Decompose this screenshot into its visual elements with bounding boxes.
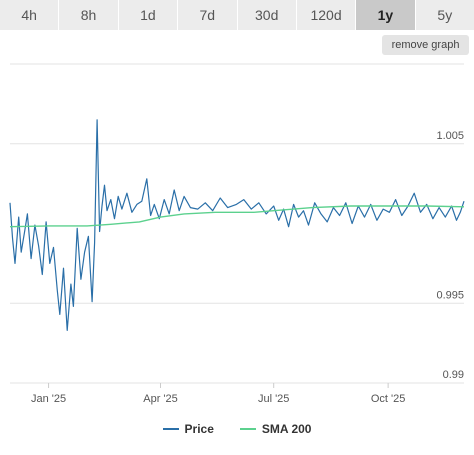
range-tab-120d[interactable]: 120d [296,0,357,30]
range-tab-8h[interactable]: 8h [59,0,119,30]
x-tick-label: Apr '25 [143,393,178,405]
x-tick-label: Jan '25 [31,393,66,405]
range-tab-30d[interactable]: 30d [237,0,297,30]
y-axis-ticks: 0.99 0.995 1.005 [436,130,464,381]
price-chart: 0.99 0.995 1.005 Jan '25 Apr '25 Jul '25 Oct … [9,63,465,405]
legend-swatch-price [162,428,179,430]
y-tick-label: 0.995 [436,289,464,301]
x-tick-label: Jul '25 [258,393,289,405]
grid-lines [10,63,464,384]
price-line [9,119,465,331]
remove-graph-button[interactable]: remove graph [382,35,469,55]
legend: Price SMA 200 [0,419,474,439]
legend-item-sma[interactable]: SMA 200 [239,422,312,436]
range-tab-1y[interactable]: 1y [356,0,416,30]
range-tab-1d[interactable]: 1d [118,0,179,30]
range-tab-4h[interactable]: 4h [0,0,60,30]
legend-swatch-sma [239,428,256,430]
series-lines [9,119,465,331]
y-tick-label: 0.99 [443,369,464,381]
range-tabs: 4h 8h 1d 7d 30d 120d 1y 5y [0,0,474,30]
x-tick-label: Oct '25 [371,393,406,405]
range-tab-7d[interactable]: 7d [178,0,238,30]
legend-item-price[interactable]: Price [162,422,214,436]
legend-label-sma: SMA 200 [261,422,312,436]
x-axis-ticks: Jan '25 Apr '25 Jul '25 Oct '25 [31,383,405,405]
legend-label-price: Price [184,422,214,436]
range-tab-5y[interactable]: 5y [415,0,474,30]
sma-200-line [9,205,465,228]
y-tick-label: 1.005 [436,130,464,142]
